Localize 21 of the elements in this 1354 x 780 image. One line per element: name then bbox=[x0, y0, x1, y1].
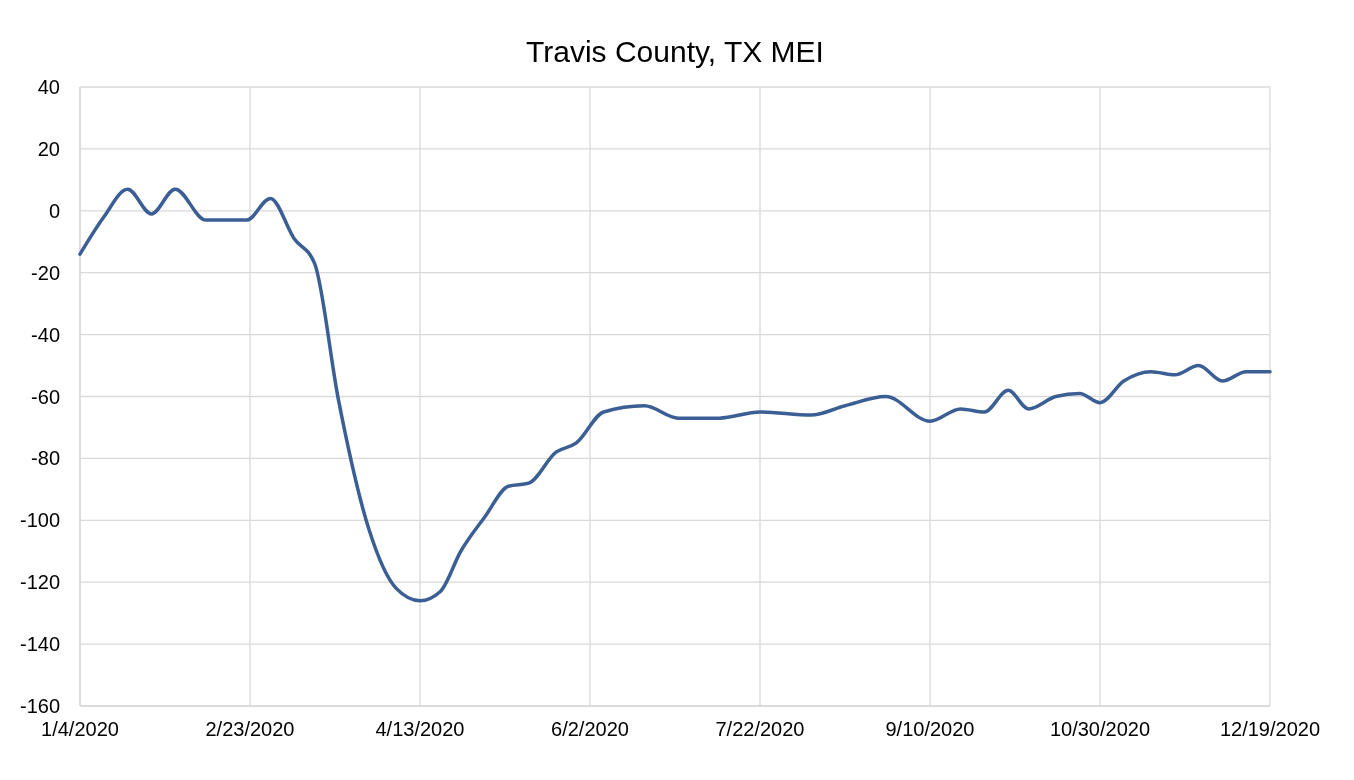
y-tick-label: -120 bbox=[19, 571, 60, 594]
y-tick-label: -80 bbox=[31, 447, 60, 470]
x-tick-label: 4/13/2020 bbox=[375, 718, 465, 740]
y-tick-label: -60 bbox=[31, 385, 60, 408]
y-tick-label: -100 bbox=[19, 509, 60, 532]
y-tick-label: 20 bbox=[37, 137, 60, 160]
y-tick-label: -20 bbox=[31, 261, 60, 284]
y-tick-label: 0 bbox=[48, 199, 60, 222]
y-tick-label: -140 bbox=[19, 633, 60, 656]
y-tick-label: -40 bbox=[31, 323, 60, 346]
y-tick-label: -160 bbox=[19, 695, 60, 717]
x-tick-label: 10/30/2020 bbox=[1049, 718, 1151, 740]
chart-title: Travis County, TX MEI bbox=[526, 35, 824, 68]
x-tick-label: 1/4/2020 bbox=[41, 718, 119, 740]
x-tick-label: 6/2/2020 bbox=[551, 718, 629, 740]
line-series bbox=[78, 187, 1272, 603]
x-tick-label: 9/10/2020 bbox=[885, 718, 975, 740]
x-tick-label: 2/23/2020 bbox=[205, 718, 295, 740]
y-tick-label: 40 bbox=[37, 76, 60, 98]
x-tick-label: 12/19/2020 bbox=[1219, 718, 1321, 740]
x-tick-label: 7/22/2020 bbox=[715, 718, 805, 740]
